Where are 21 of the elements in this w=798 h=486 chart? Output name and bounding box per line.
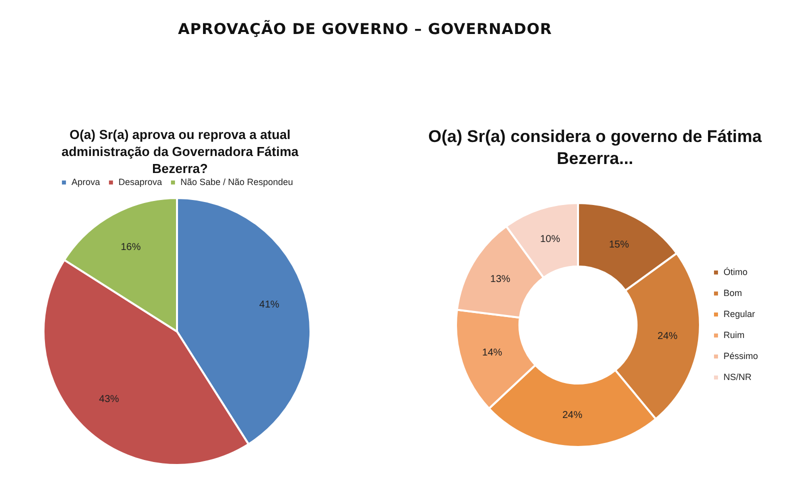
data-label: 41% bbox=[259, 299, 280, 310]
legend-label: Desaprova bbox=[118, 176, 162, 187]
chart-title: O(a) Sr(a) considera o governo de Fátima Bezerra... bbox=[427, 126, 763, 170]
legend-label: Regular bbox=[723, 308, 756, 319]
chart-title: O(a) Sr(a) aprova ou reprova a atual administração da Governadora Fátima Bezerra? bbox=[60, 126, 300, 177]
text: APROVAÇÃO DE GOVERNO – GOVERNADOR bbox=[176, 20, 553, 38]
legend-label: Aprova bbox=[71, 176, 100, 187]
legend-label: NS/NR bbox=[723, 372, 752, 382]
legend-label: Ótimo bbox=[723, 266, 748, 277]
data-label: 24% bbox=[658, 331, 678, 342]
legend-label: Não Sabe / Não Respondeu bbox=[180, 176, 294, 187]
legend-label: Bom bbox=[723, 288, 742, 298]
data-label: 24% bbox=[562, 410, 582, 421]
data-label: 43% bbox=[99, 394, 120, 406]
data-label: 14% bbox=[482, 348, 502, 359]
data-label: 10% bbox=[540, 234, 560, 245]
data-label: 15% bbox=[608, 239, 630, 250]
data-label: 13% bbox=[490, 274, 510, 285]
legend-label: Péssimo bbox=[723, 350, 758, 361]
legend-label: Ruim bbox=[723, 330, 745, 340]
data-label: 16% bbox=[120, 242, 141, 254]
